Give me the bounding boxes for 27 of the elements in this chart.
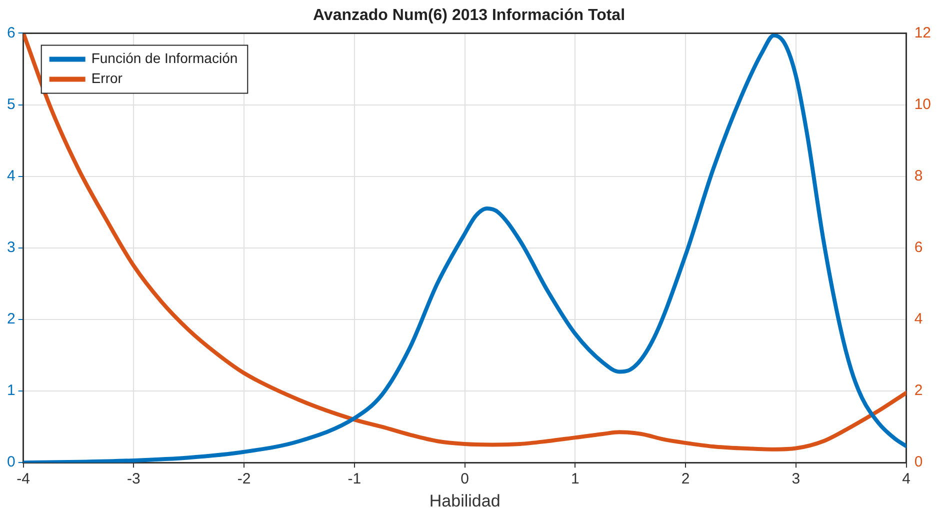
y-tick-label: 3 <box>7 239 16 256</box>
y2-tick-label: 0 <box>914 454 923 471</box>
x-tick-label: -4 <box>16 470 30 488</box>
y2-tick-label: 10 <box>914 96 932 113</box>
y2-tick-label: 2 <box>914 382 923 400</box>
y-tick-label: 0 <box>7 454 16 471</box>
y-tick-label: 4 <box>7 167 16 184</box>
x-tick-label: -3 <box>127 470 140 488</box>
legend-label: Función de Información <box>91 50 238 66</box>
x-tick-label: 2 <box>681 470 690 488</box>
x-axis-title: Habilidad <box>429 491 500 510</box>
chart-title: Avanzado Num(6) 2013 Información Total <box>312 7 626 24</box>
y2-tick-label: 12 <box>914 24 932 42</box>
legend-label: Error <box>91 70 123 86</box>
x-tick-label: -2 <box>237 470 251 488</box>
x-tick-label: 0 <box>460 470 469 488</box>
y-tick-label: 1 <box>7 382 16 400</box>
y2-tick-label: 8 <box>914 167 923 184</box>
y-tick-label: 5 <box>7 96 16 113</box>
y2-tick-label: 6 <box>914 239 923 256</box>
y-tick-label: 6 <box>7 24 16 42</box>
x-tick-label: 1 <box>571 470 580 488</box>
x-tick-label: -1 <box>348 470 362 488</box>
y2-tick-label: 4 <box>914 310 923 328</box>
x-tick-label: 3 <box>792 470 800 488</box>
y-tick-label: 2 <box>7 310 16 328</box>
x-tick-label: 4 <box>902 470 910 488</box>
